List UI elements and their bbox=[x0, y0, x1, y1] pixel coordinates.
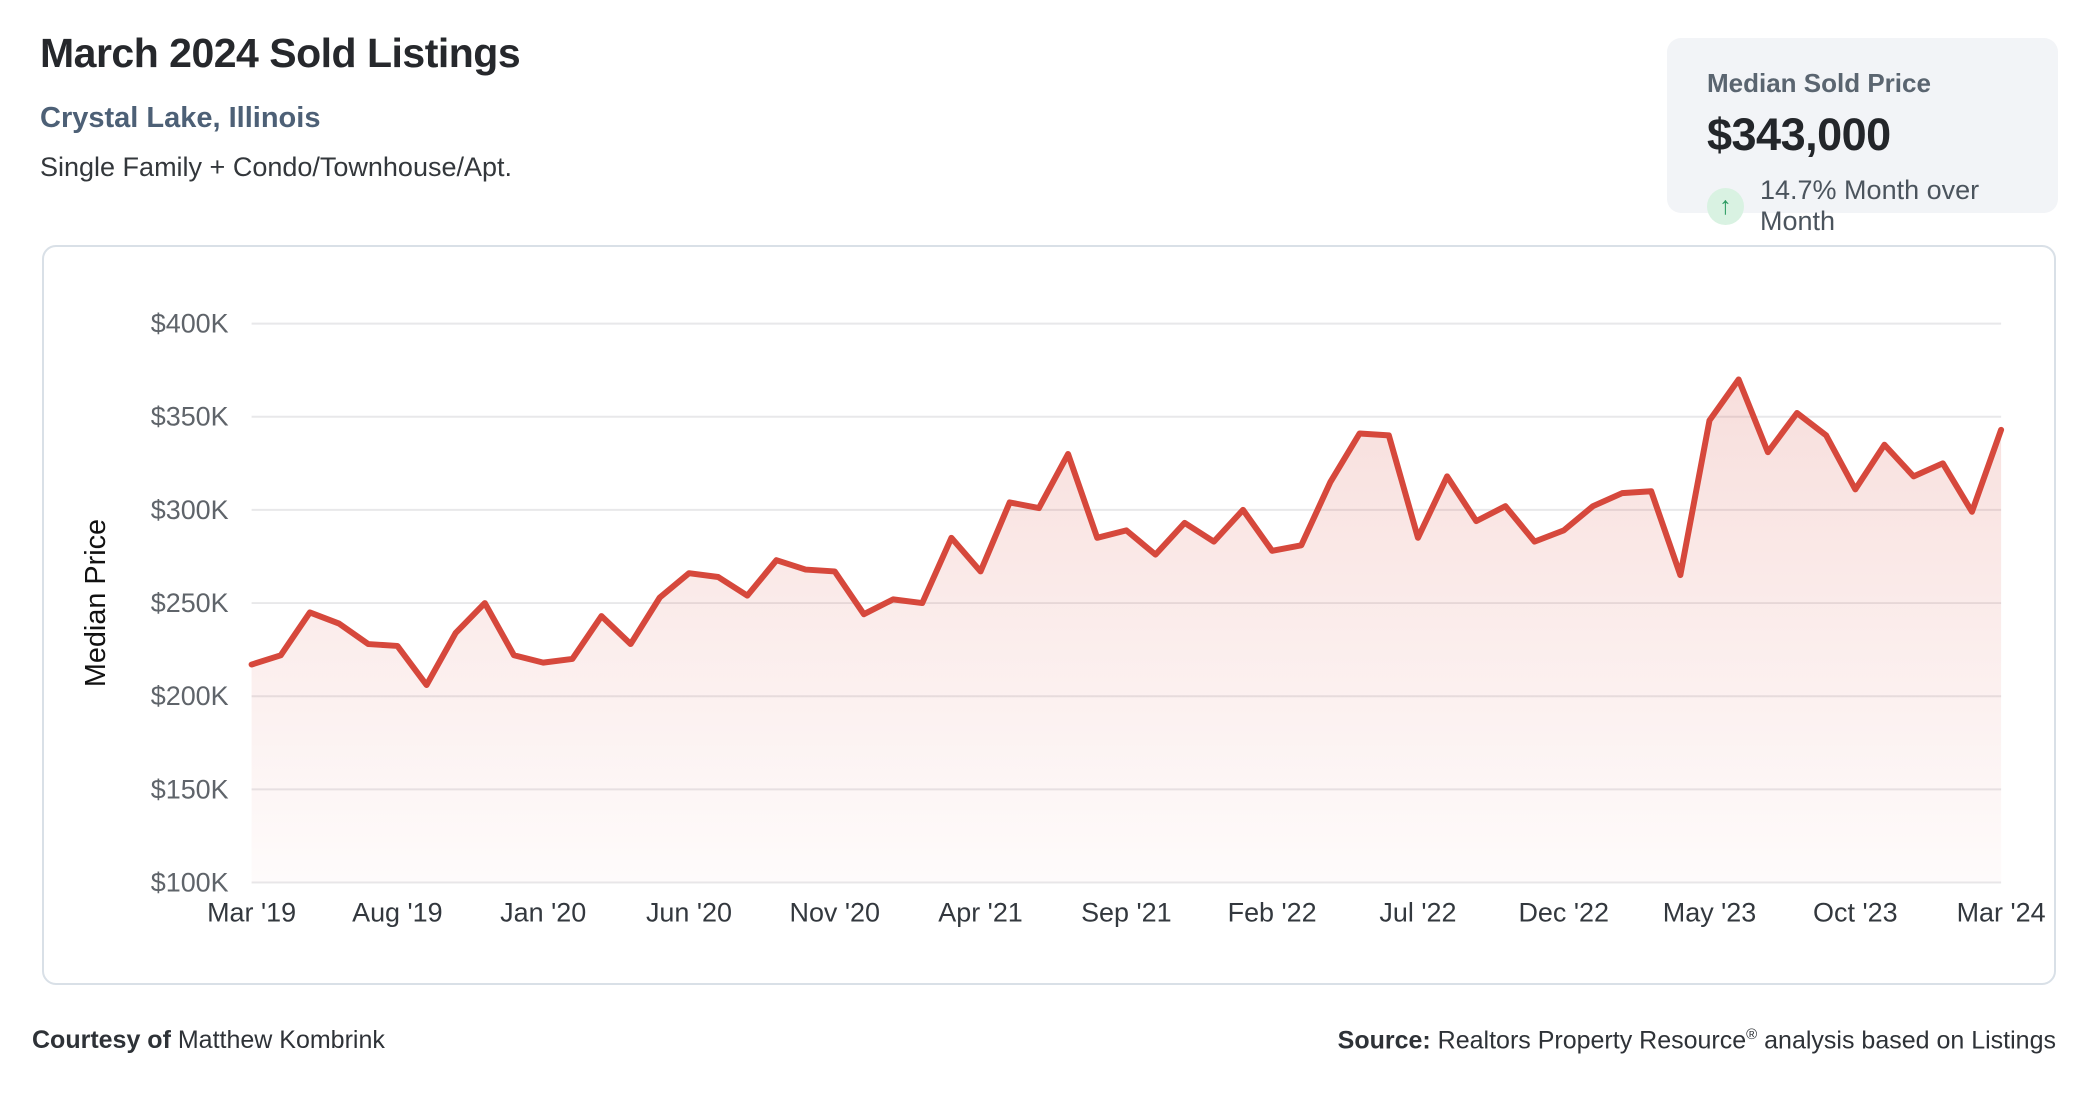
svg-text:Jul '22: Jul '22 bbox=[1379, 897, 1456, 927]
svg-text:$200K: $200K bbox=[151, 681, 229, 711]
svg-text:Median Price: Median Price bbox=[80, 519, 112, 687]
trend-badge: ↑ bbox=[1707, 187, 1744, 225]
registered-mark: ® bbox=[1746, 1026, 1758, 1043]
svg-text:Sep '21: Sep '21 bbox=[1081, 897, 1172, 927]
stat-card-label: Median Sold Price bbox=[1707, 68, 1931, 98]
svg-text:$250K: $250K bbox=[151, 588, 229, 618]
up-arrow-icon: ↑ bbox=[1719, 191, 1732, 220]
courtesy-note: Courtesy of Matthew Kombrink bbox=[32, 1026, 385, 1055]
svg-text:Feb '22: Feb '22 bbox=[1228, 897, 1317, 927]
svg-text:May '23: May '23 bbox=[1663, 897, 1756, 927]
median-price-chart-card: $400K $350K $300K $250K $200K $150K $100K Mar '… bbox=[42, 245, 2056, 985]
svg-text:Jan '20: Jan '20 bbox=[500, 897, 586, 927]
svg-text:Mar '19: Mar '19 bbox=[207, 897, 296, 927]
courtesy-label: Courtesy of bbox=[32, 1026, 171, 1054]
stat-card-trend: ↑ 14.7% Month over Month bbox=[1707, 175, 2028, 237]
svg-text:Apr '21: Apr '21 bbox=[938, 897, 1023, 927]
page-title: March 2024 Sold Listings bbox=[40, 30, 521, 76]
svg-text:Aug '19: Aug '19 bbox=[352, 897, 443, 927]
svg-text:$350K: $350K bbox=[151, 402, 229, 432]
median-sold-price-card: Median Sold Price $343,000 ↑ 14.7% Month… bbox=[1667, 38, 2058, 236]
trend-text: 14.7% Month over Month bbox=[1760, 175, 1980, 236]
property-types-subtitle: Single Family + Condo/Townhouse/Apt. bbox=[40, 152, 513, 182]
source-rest: analysis based on Listings bbox=[1757, 1026, 2056, 1055]
source-name: Realtors Property Resource bbox=[1430, 1026, 1747, 1055]
page-location: Crystal Lake, Illinois bbox=[40, 102, 321, 134]
stat-card-value: $343,000 bbox=[1707, 109, 1891, 160]
courtesy-name: Matthew Kombrink bbox=[170, 1026, 385, 1054]
svg-text:Oct '23: Oct '23 bbox=[1813, 897, 1898, 927]
source-note: Source: Realtors Property Resource® anal… bbox=[1338, 1026, 2056, 1055]
svg-text:$400K: $400K bbox=[151, 309, 229, 339]
svg-text:$300K: $300K bbox=[151, 495, 229, 525]
svg-text:Nov '20: Nov '20 bbox=[790, 897, 880, 927]
svg-text:$100K: $100K bbox=[151, 868, 229, 898]
svg-text:Jun '20: Jun '20 bbox=[646, 897, 732, 927]
source-label: Source: bbox=[1337, 1026, 1431, 1055]
svg-text:Dec '22: Dec '22 bbox=[1518, 897, 1608, 927]
svg-text:$150K: $150K bbox=[151, 774, 229, 804]
svg-text:Mar '24: Mar '24 bbox=[1957, 897, 2046, 927]
